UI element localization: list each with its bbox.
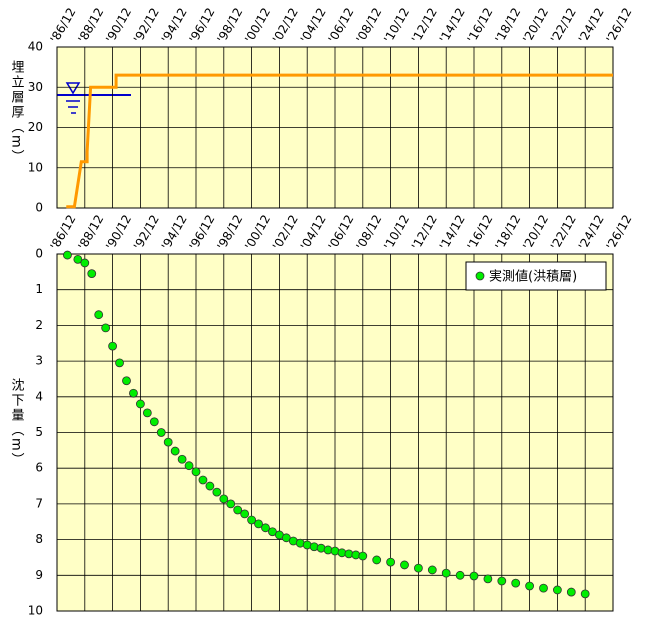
point [73,254,83,264]
legend-marker [475,271,485,281]
point [170,446,180,456]
point [115,358,124,368]
point [198,475,208,485]
point [87,269,97,279]
point [135,399,145,409]
point [80,258,90,268]
point [358,551,368,561]
y-axis-label: 沈下量（m） [9,378,25,468]
y-tick-label: 2 [35,318,43,332]
point [177,454,187,464]
point [142,408,152,418]
y-tick-label: 10 [28,604,43,618]
y-tick-label: 9 [35,568,43,582]
point [184,461,194,471]
legend-label: 実測値(洪積層) [489,269,577,285]
y-tick-label: 7 [35,496,43,510]
y-tick-label: 30 [28,80,43,94]
point [400,560,409,570]
point [413,563,423,573]
point [101,323,111,333]
point [254,519,263,529]
point [525,581,534,591]
point [219,494,229,504]
y-tick-label: 6 [35,461,43,475]
point [212,487,222,497]
point [386,557,396,567]
legend: 実測値(洪積層) [465,261,607,291]
y-tick-label: 0 [35,201,43,215]
point [553,585,562,595]
point [63,250,72,260]
y-tick-label: 5 [35,425,43,439]
point [261,523,270,533]
point [455,570,465,580]
point [205,481,215,491]
line [66,73,613,209]
legend-box [465,261,607,291]
point [427,565,437,575]
y-axis-label: 埋立層厚（m） [9,60,25,165]
point [511,578,521,588]
point [233,505,243,515]
point [469,571,479,581]
point [94,310,104,320]
point [441,568,451,578]
point [483,574,493,584]
point [580,589,590,599]
point [149,417,159,427]
point [129,388,138,398]
point [240,509,250,519]
y-tick-label: 10 [28,160,43,174]
point [566,587,576,597]
y-tick-label: 20 [28,120,43,134]
y-tick-label: 1 [35,282,43,296]
water-level-symbol [57,82,131,114]
y-tick-label: 4 [35,389,43,403]
point [372,555,382,565]
point [156,428,166,437]
point [163,437,173,447]
y-tick-label: 8 [35,532,43,546]
water-triangle [65,82,81,95]
point [497,576,507,586]
point [539,583,548,593]
y-tick-label: 0 [35,247,43,261]
point [191,467,201,477]
point [247,515,257,525]
y-tick-label: 3 [35,354,43,368]
point [122,376,131,386]
y-tick-label: 40 [28,40,43,54]
point [108,341,117,351]
point [226,499,236,509]
